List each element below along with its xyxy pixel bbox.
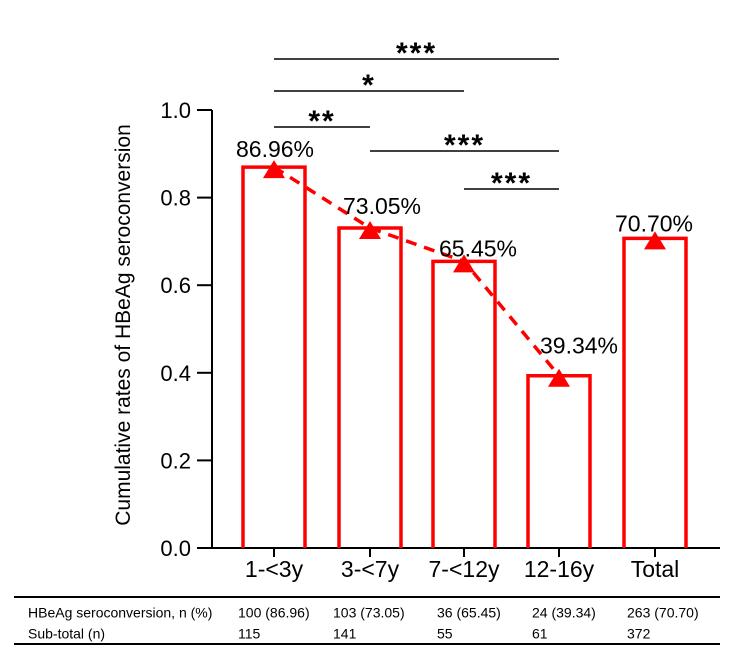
y-tick-label: 0.0 [160,536,191,561]
table-cell: 372 [627,626,651,642]
y-tick-label: 0.8 [160,186,191,211]
value-label: 86.96% [236,136,314,162]
bar [526,373,592,548]
value-label: 65.45% [439,235,517,261]
y-axis-title: Cumulative rates of HBeAg seroconversion [112,124,135,526]
table-cell: 24 (39.34) [532,605,596,621]
table-row-label: Sub-total (n) [28,626,105,642]
table-cell: 115 [238,626,261,642]
x-tick-label: 12-16y [524,556,595,582]
bar [622,236,688,548]
x-tick-label: 7-<12y [429,556,500,582]
value-label: 39.34% [540,333,618,359]
table-row-label: HBeAg seroconversion, n (%) [28,605,212,621]
significance-stars: * [362,69,376,102]
bar [431,259,497,548]
y-tick-label: 0.2 [160,448,191,473]
significance-stars: *** [491,167,532,200]
table-cell: 141 [333,626,357,642]
table-cell: 103 (73.05) [333,605,405,621]
value-label: 73.05% [343,193,421,219]
significance-stars: *** [396,37,437,70]
x-tick-label: Total [631,556,680,582]
x-tick-label: 3-<7y [341,556,400,582]
significance-stars: ** [308,105,335,138]
triangle-marker-icon [263,160,285,179]
value-label: 70.70% [615,210,693,236]
y-tick-label: 0.4 [160,361,191,386]
bar [337,226,403,548]
triangle-marker-icon [644,231,666,250]
triangle-marker-icon [548,368,570,387]
y-tick-label: 1.0 [160,98,191,123]
table-cell: 36 (65.45) [437,605,501,621]
x-tick-label: 1-<3y [245,556,304,582]
table-cell: 61 [532,626,548,642]
table-cell: 263 (70.70) [627,605,699,621]
table-cell: 100 (86.96) [238,605,310,621]
bar [241,165,307,548]
table-cell: 55 [437,626,453,642]
triangle-marker-icon [359,221,381,240]
y-tick-label: 0.6 [160,273,191,298]
trend-line [273,165,561,377]
triangle-marker-icon [453,254,475,273]
significance-stars: *** [444,129,485,162]
